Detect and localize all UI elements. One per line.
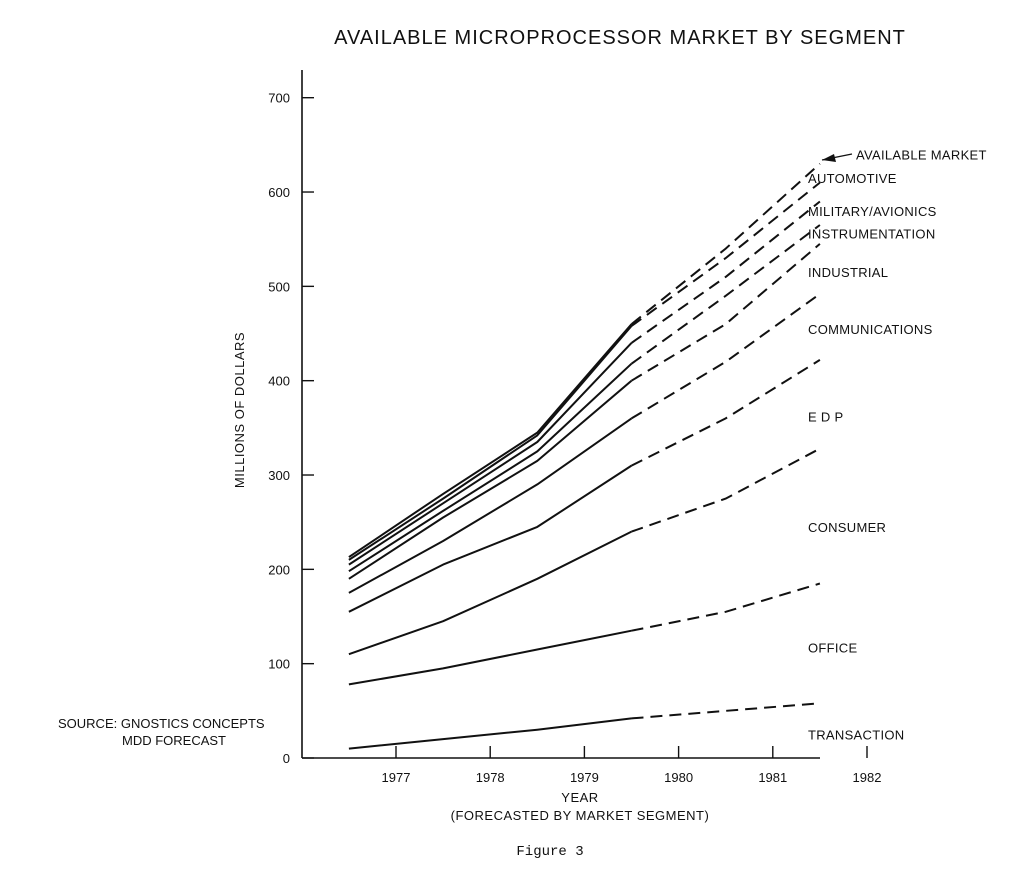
series-industrial-forecast <box>630 243 821 382</box>
y-tick-label: 700 <box>268 91 290 106</box>
series-available-market-forecast <box>630 162 821 325</box>
series-consumer-actual <box>348 530 632 656</box>
segment-labels: AVAILABLE MARKET AUTOMOTIVE MILITARY/AVION… <box>808 147 987 742</box>
series-military-avionics-forecast <box>630 200 821 344</box>
x-axis-subtitle: (FORECASTED BY MARKET SEGMENT) <box>451 808 710 823</box>
series-instrumentation-forecast <box>630 224 821 365</box>
segment-label: TRANSACTION <box>808 727 904 742</box>
series-transaction-forecast <box>631 702 820 720</box>
source-line-2: MDD FORECAST <box>122 733 226 748</box>
series-e-d-p-actual <box>348 464 633 613</box>
x-axis-title: YEAR <box>561 790 598 805</box>
segment-label: INSTRUMENTATION <box>808 227 936 242</box>
figure-caption: Figure 3 <box>516 844 583 860</box>
series-communications-actual <box>348 417 633 594</box>
segment-label: AVAILABLE MARKET <box>856 147 987 162</box>
x-ticks: 1977 1978 1979 1980 1981 1982 <box>382 746 882 785</box>
series-military-avionics-actual <box>348 342 633 566</box>
available-market-arrow-icon <box>822 154 836 162</box>
x-tick-label: 1980 <box>664 770 693 785</box>
segment-label: CONSUMER <box>808 520 886 535</box>
series-automotive-actual <box>348 325 633 561</box>
y-tick-label: 600 <box>268 185 290 200</box>
segment-label: OFFICE <box>808 641 857 656</box>
segment-label: E D P <box>808 410 843 425</box>
series-consumer-forecast <box>631 447 821 533</box>
x-tick-label: 1979 <box>570 770 599 785</box>
x-tick-label: 1982 <box>853 770 882 785</box>
series-industrial-actual <box>348 379 633 580</box>
series-e-d-p-forecast <box>631 359 821 467</box>
series-automotive-forecast <box>630 181 821 327</box>
y-tick-label: 500 <box>268 279 290 294</box>
y-tick-label: 100 <box>268 657 290 672</box>
segment-label: COMMUNICATIONS <box>808 322 933 337</box>
series-available-market-actual <box>348 323 633 558</box>
segment-label: INDUSTRIAL <box>808 265 888 280</box>
y-tick-label: 300 <box>268 468 290 483</box>
chart-title: AVAILABLE MICROPROCESSOR MARKET BY SEGME… <box>334 27 906 49</box>
series-office-actual <box>348 629 632 686</box>
y-tick-label: 200 <box>268 562 290 577</box>
y-tick-label: 400 <box>268 374 290 389</box>
y-ticks: 0 100 200 300 400 500 600 700 <box>268 91 314 766</box>
x-tick-label: 1981 <box>758 770 787 785</box>
segment-label: MILITARY/AVIONICS <box>808 204 937 219</box>
y-axis-title: MILLIONS OF DOLLARS <box>232 332 247 488</box>
x-tick-label: 1977 <box>382 770 411 785</box>
segment-label: AUTOMOTIVE <box>808 171 897 186</box>
series-instrumentation-actual <box>348 362 633 573</box>
source-line-1: SOURCE: GNOSTICS CONCEPTS <box>58 716 265 731</box>
series-office-forecast <box>631 582 821 632</box>
series-transaction-actual <box>348 717 632 750</box>
series-group <box>348 162 821 750</box>
y-tick-label: 0 <box>283 751 290 766</box>
series-communications-forecast <box>630 293 821 420</box>
x-tick-label: 1978 <box>476 770 505 785</box>
